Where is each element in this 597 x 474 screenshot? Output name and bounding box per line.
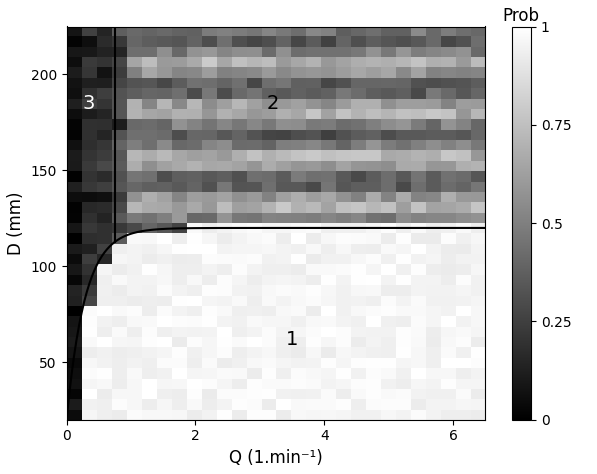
Text: 2: 2 <box>267 94 279 113</box>
Text: 1: 1 <box>286 330 298 349</box>
Y-axis label: D (mm): D (mm) <box>7 191 25 255</box>
X-axis label: Q (1.min⁻¹): Q (1.min⁻¹) <box>229 449 323 467</box>
Text: 3: 3 <box>83 94 96 113</box>
Title: Prob: Prob <box>503 7 540 25</box>
